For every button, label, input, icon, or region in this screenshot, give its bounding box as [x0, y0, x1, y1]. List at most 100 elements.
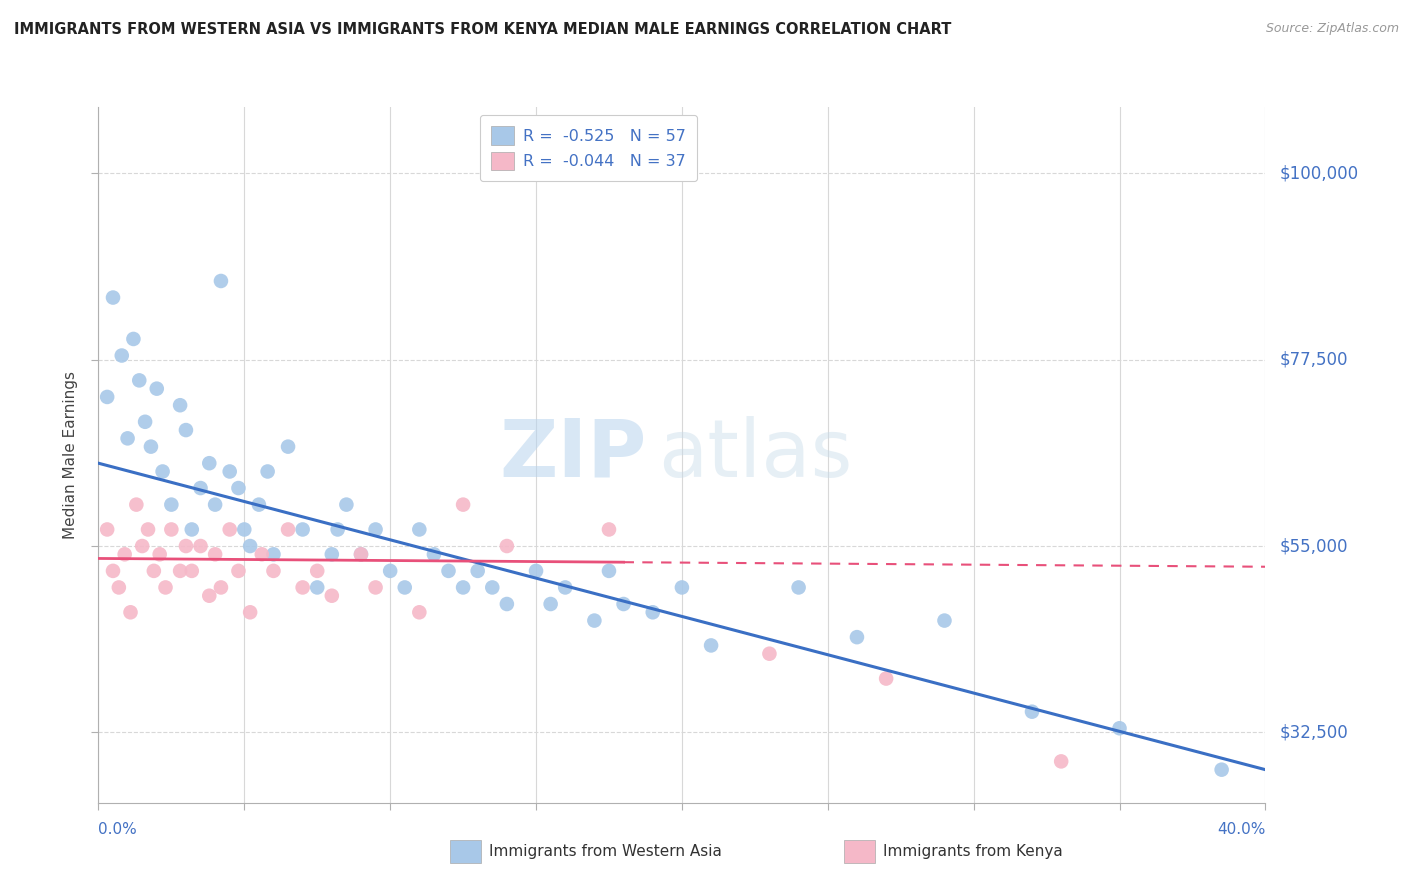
Point: [423, 547, 446, 561]
Point: [467, 564, 489, 578]
Point: [758, 647, 780, 661]
Point: [139, 440, 162, 454]
Y-axis label: Median Male Earnings: Median Male Earnings: [63, 371, 79, 539]
Point: [228, 564, 250, 578]
Point: [1021, 705, 1043, 719]
Point: [671, 581, 693, 595]
Point: [700, 639, 723, 653]
Point: [641, 605, 664, 619]
Point: [198, 456, 221, 470]
Text: Source: ZipAtlas.com: Source: ZipAtlas.com: [1265, 22, 1399, 36]
Point: [209, 274, 232, 288]
Point: [335, 498, 357, 512]
Point: [364, 581, 387, 595]
Point: [307, 564, 329, 578]
Text: IMMIGRANTS FROM WESTERN ASIA VS IMMIGRANTS FROM KENYA MEDIAN MALE EARNINGS CORRE: IMMIGRANTS FROM WESTERN ASIA VS IMMIGRAN…: [14, 22, 952, 37]
Point: [233, 523, 256, 537]
Text: Immigrants from Kenya: Immigrants from Kenya: [883, 845, 1063, 859]
Text: 0.0%: 0.0%: [98, 822, 138, 837]
Point: [934, 614, 956, 628]
Point: [190, 481, 212, 495]
Point: [169, 564, 191, 578]
Point: [149, 547, 172, 561]
Point: [540, 597, 562, 611]
Point: [180, 523, 202, 537]
Point: [598, 564, 620, 578]
Point: [198, 589, 221, 603]
Point: [96, 523, 118, 537]
Point: [247, 498, 270, 512]
Point: [131, 539, 153, 553]
Point: [190, 539, 212, 553]
Point: [307, 581, 329, 595]
Point: [1050, 755, 1073, 769]
Point: [583, 614, 606, 628]
Point: [180, 564, 202, 578]
Point: [160, 523, 183, 537]
Point: [378, 564, 402, 578]
Point: [142, 564, 165, 578]
Point: [262, 564, 284, 578]
Point: [122, 332, 145, 346]
Point: [128, 373, 150, 387]
Point: [612, 597, 634, 611]
Point: [218, 465, 240, 479]
Point: [451, 498, 474, 512]
Point: [481, 581, 503, 595]
Point: [598, 523, 620, 537]
Text: Immigrants from Western Asia: Immigrants from Western Asia: [489, 845, 723, 859]
Point: [101, 564, 124, 578]
Point: [321, 589, 343, 603]
Point: [155, 581, 177, 595]
Point: [364, 523, 387, 537]
Point: [204, 547, 226, 561]
Point: [174, 539, 197, 553]
Legend: R =  -0.525   N = 57, R =  -0.044   N = 37: R = -0.525 N = 57, R = -0.044 N = 37: [479, 115, 697, 181]
Point: [114, 547, 136, 561]
Point: [326, 523, 349, 537]
Point: [134, 415, 156, 429]
Point: [451, 581, 474, 595]
Point: [875, 672, 897, 686]
Point: [125, 498, 148, 512]
Point: [554, 581, 576, 595]
Text: $55,000: $55,000: [1279, 537, 1348, 555]
Point: [136, 523, 159, 537]
Point: [350, 547, 373, 561]
Point: [169, 398, 191, 412]
Point: [495, 539, 517, 553]
Point: [394, 581, 416, 595]
Point: [277, 440, 299, 454]
Point: [350, 547, 373, 561]
Point: [408, 605, 430, 619]
Point: [204, 498, 226, 512]
Point: [239, 605, 262, 619]
Point: [209, 581, 232, 595]
Point: [291, 581, 314, 595]
Point: [262, 547, 284, 561]
Point: [321, 547, 343, 561]
Point: [101, 291, 124, 305]
Point: [228, 481, 250, 495]
Point: [524, 564, 547, 578]
Point: [96, 390, 118, 404]
Point: [152, 465, 174, 479]
Point: [239, 539, 262, 553]
Point: [1211, 763, 1233, 777]
Point: [277, 523, 299, 537]
Point: [408, 523, 430, 537]
Point: [117, 431, 139, 445]
Point: [256, 465, 278, 479]
Text: ZIP: ZIP: [499, 416, 647, 494]
Point: [120, 605, 142, 619]
Point: [108, 581, 131, 595]
Point: [1108, 721, 1130, 735]
Point: [250, 547, 273, 561]
Point: [787, 581, 810, 595]
Text: $32,500: $32,500: [1279, 723, 1348, 741]
Point: [111, 349, 134, 363]
Point: [495, 597, 517, 611]
Point: [174, 423, 197, 437]
Text: 40.0%: 40.0%: [1218, 822, 1265, 837]
Text: $77,500: $77,500: [1279, 351, 1348, 368]
